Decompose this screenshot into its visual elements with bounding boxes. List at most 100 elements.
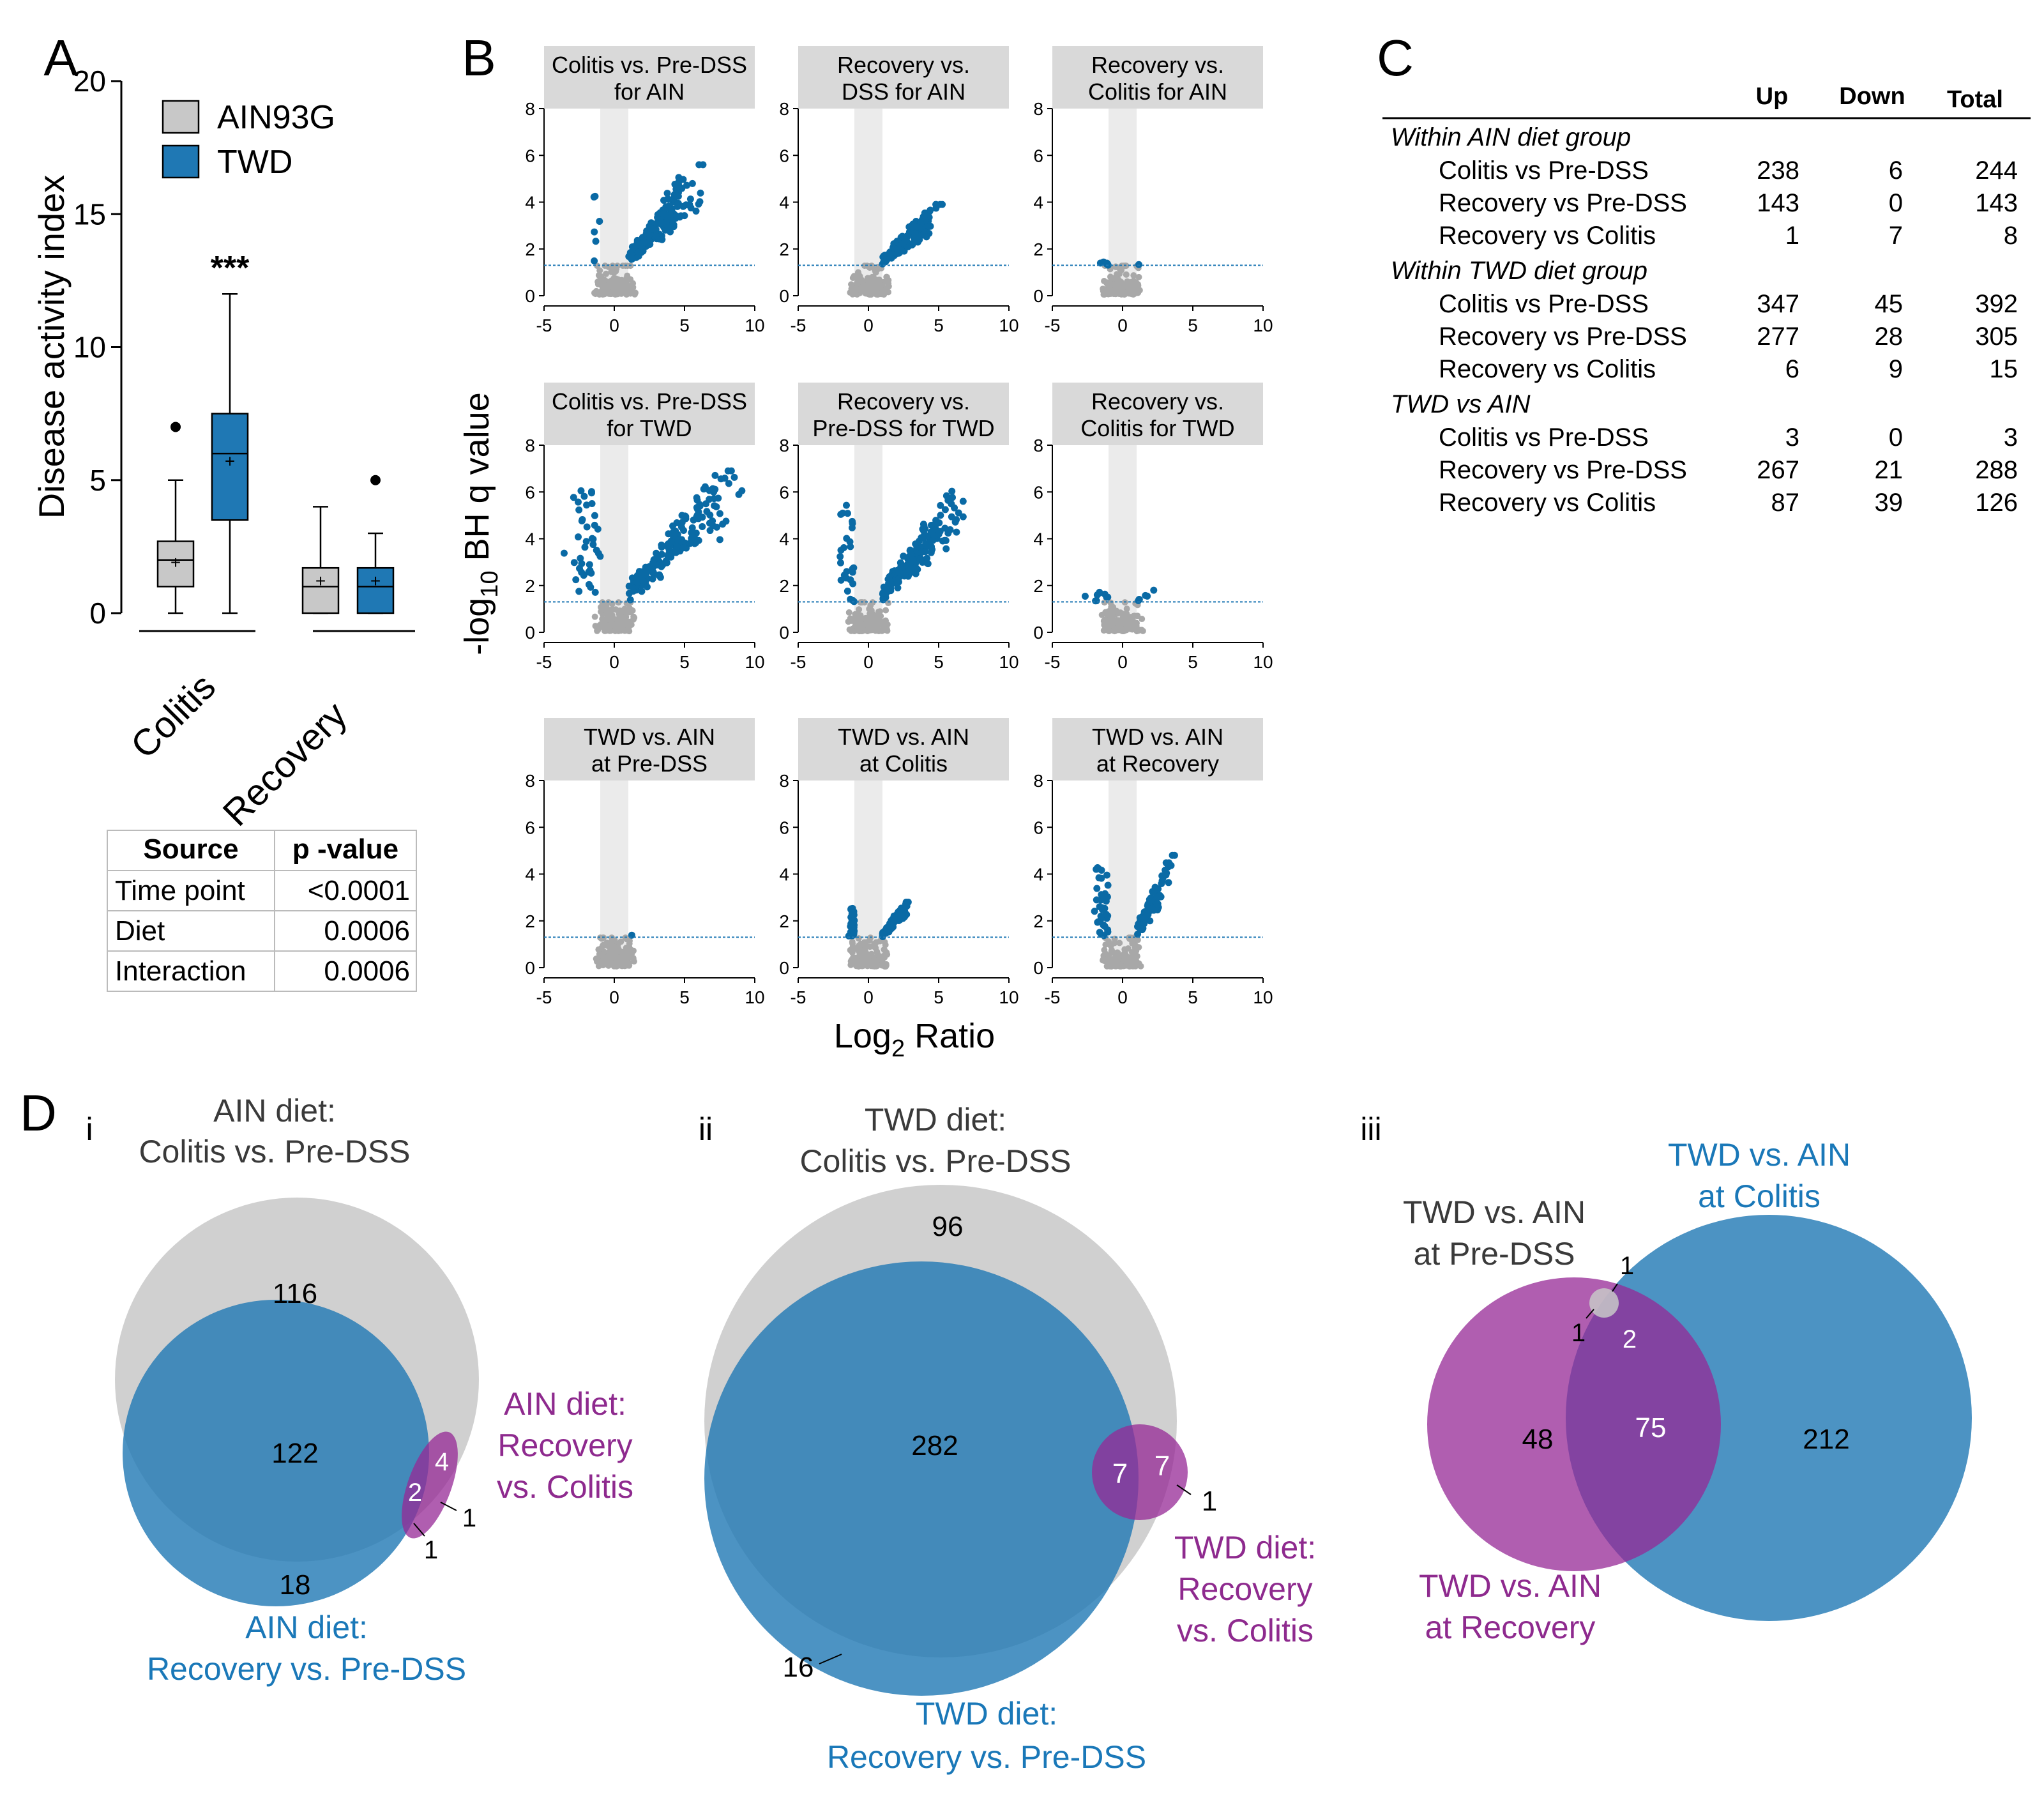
table-row-label: Recovery vs Pre-DSS [1439,323,1687,351]
volcano-point-down [849,597,857,604]
volcano-point-up [716,510,723,517]
volcano-point-ns [861,263,868,270]
volcano-point-ns [866,275,873,282]
volcano-point-ns [619,263,626,270]
volcano-point-up [719,521,727,528]
volcano-point-up [932,201,940,208]
y-tick-label: 8 [1033,436,1043,455]
venn-label: ii [699,1111,713,1147]
volcano-point-ns [880,954,887,961]
facet-header [798,718,1009,780]
volcano-point-up [959,498,967,505]
legend-label: AIN93G [217,99,335,136]
venn-set-title: AIN diet: [213,1093,336,1129]
table-row-label: Colitis vs Pre-DSS [1439,290,1649,318]
y-tick-label: 5 [89,464,106,497]
volcano-point-up [711,471,719,479]
volcano-point-up [1149,888,1157,896]
volcano-point-up [885,928,893,936]
volcano-point-up [693,504,700,512]
volcano-point-ns [1120,263,1127,270]
volcano-point-up [683,181,691,189]
volcano-point-down [583,501,591,509]
venn-count: 16 [783,1652,814,1683]
volcano-point-down [1103,259,1110,267]
volcano-point-up [883,587,891,595]
volcano-point-down [591,228,598,236]
box-AIN93G-Recovery: + [301,506,340,614]
facet-header [544,718,755,780]
volcano-point-up [686,195,694,203]
facet-header [1052,46,1263,109]
volcano-point-ns [598,621,605,628]
volcano-point-up [890,915,897,923]
volcano-point-ns [603,606,610,613]
facet-title: Recovery vs. [1091,52,1224,78]
y-tick-label: 8 [779,436,789,455]
venn-count: 75 [1635,1412,1667,1443]
table-cell-up: 1 [1785,222,1799,250]
volcano-point-ns [1133,947,1140,954]
volcano-point-ns [609,600,616,607]
y-tick-label: 0 [1033,286,1043,306]
y-tick-label: 4 [1033,193,1043,213]
volcano-point-down [570,494,577,501]
volcano-point-up [1135,261,1142,268]
volcano-point-ns [874,948,881,955]
volcano-point-ns [598,273,605,280]
x-tick-label: 10 [1253,987,1273,1007]
volcano-point-ns [1115,279,1122,286]
facet-title: DSS for AIN [842,79,965,105]
x-tick-label: -5 [1045,987,1061,1007]
mean-marker: + [225,452,235,471]
volcano-point-down [1081,592,1089,600]
volcano-point-up [923,233,930,241]
volcano-point-ns [1119,614,1126,621]
venn-count: 2 [408,1479,422,1507]
table-row-label: Colitis vs Pre-DSS [1439,156,1649,185]
volcano-point-up [626,596,634,604]
venn-set-title: AIN diet: [245,1610,368,1645]
facet-title: Recovery vs. [1091,388,1224,415]
venn-set-title: Recovery vs. Pre-DSS [147,1651,466,1687]
mean-marker: + [370,571,381,591]
volcano-point-down [1091,908,1098,915]
table-cell-down: 6 [1889,156,1903,185]
box-iqr [356,567,395,614]
table-cell-down: 21 [1875,456,1904,484]
table-row-label: Recovery vs Colitis [1439,355,1656,383]
table-cell-total: 8 [2004,222,2018,250]
volcano-point-ns [882,607,890,614]
venn-count: 1 [462,1504,476,1532]
venn-set-title: Recovery [497,1428,632,1463]
y-tick-label: 6 [525,482,535,502]
volcano-point-down [585,581,593,588]
volcano-point-up [675,178,683,186]
volcano-point-down [848,524,856,531]
volcano-point-ns [1130,272,1137,279]
facet-title: at Pre-DSS [591,750,708,777]
volcano-point-ns [1101,947,1108,954]
volcano-point-ns [620,282,627,289]
volcano-point-up [1153,900,1161,908]
volcano-point-up [653,549,660,557]
volcano-point-down [1093,896,1100,904]
x-tick-label: -5 [1045,652,1061,672]
x-tick-label: -5 [536,316,552,335]
volcano-point-ns [612,627,619,634]
volcano-point-ns [852,289,859,296]
venn-leader-line [440,1502,457,1511]
volcano-point-ns [1119,627,1126,634]
volcano-point-up [643,583,651,591]
facet-title: Colitis for AIN [1088,79,1227,105]
volcano-point-ns [879,960,886,967]
volcano-point-up [917,554,925,562]
y-tick-label: 2 [1033,240,1043,259]
venn-count: 4 [435,1448,449,1476]
volcano-point-down [847,576,854,584]
volcano-point-ns [1124,278,1131,285]
volcano-point-ns [1136,287,1143,294]
volcano-point-up [911,229,919,237]
volcano-point-down [1096,590,1103,597]
